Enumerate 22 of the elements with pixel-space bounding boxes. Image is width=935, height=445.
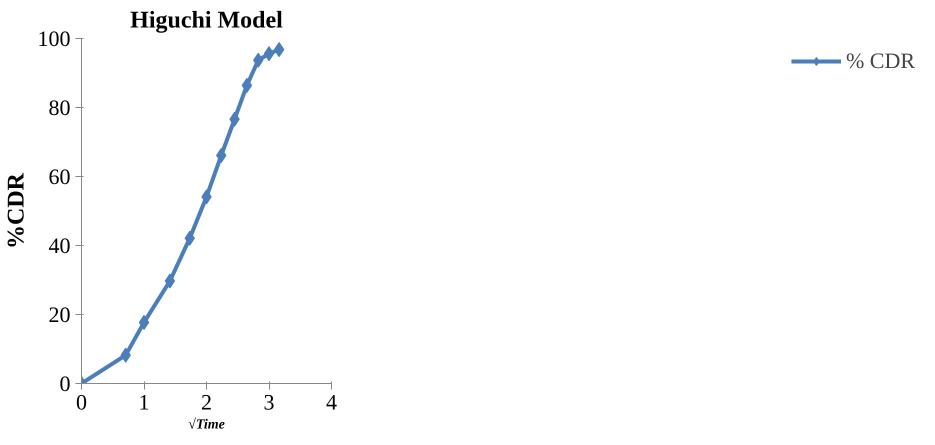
y-tick-label: 20 [48, 302, 70, 327]
y-tick-label: 0 [60, 371, 70, 396]
legend-label: % CDR [846, 48, 915, 74]
x-tick-label: 4 [326, 390, 337, 414]
point [264, 46, 274, 62]
y-tick-label: 100 [38, 26, 70, 51]
y-axis-title: %CDR [4, 172, 30, 249]
point [229, 112, 240, 127]
point [138, 314, 150, 330]
x-axis-title: √Time [188, 416, 225, 432]
x-tick-label: 1 [138, 390, 150, 414]
x-tick-label: 3 [264, 390, 274, 414]
chart-title: Higuchi Model [130, 8, 284, 34]
y-tick-label: 80 [48, 95, 70, 120]
x-tick-label: 2 [201, 390, 212, 414]
point [274, 42, 284, 58]
y-tick-label: 60 [48, 164, 70, 189]
point [201, 189, 212, 204]
point [242, 78, 252, 93]
point [164, 274, 176, 289]
y-tick-label: 40 [48, 233, 70, 258]
x-tick-label: 0 [76, 390, 87, 414]
